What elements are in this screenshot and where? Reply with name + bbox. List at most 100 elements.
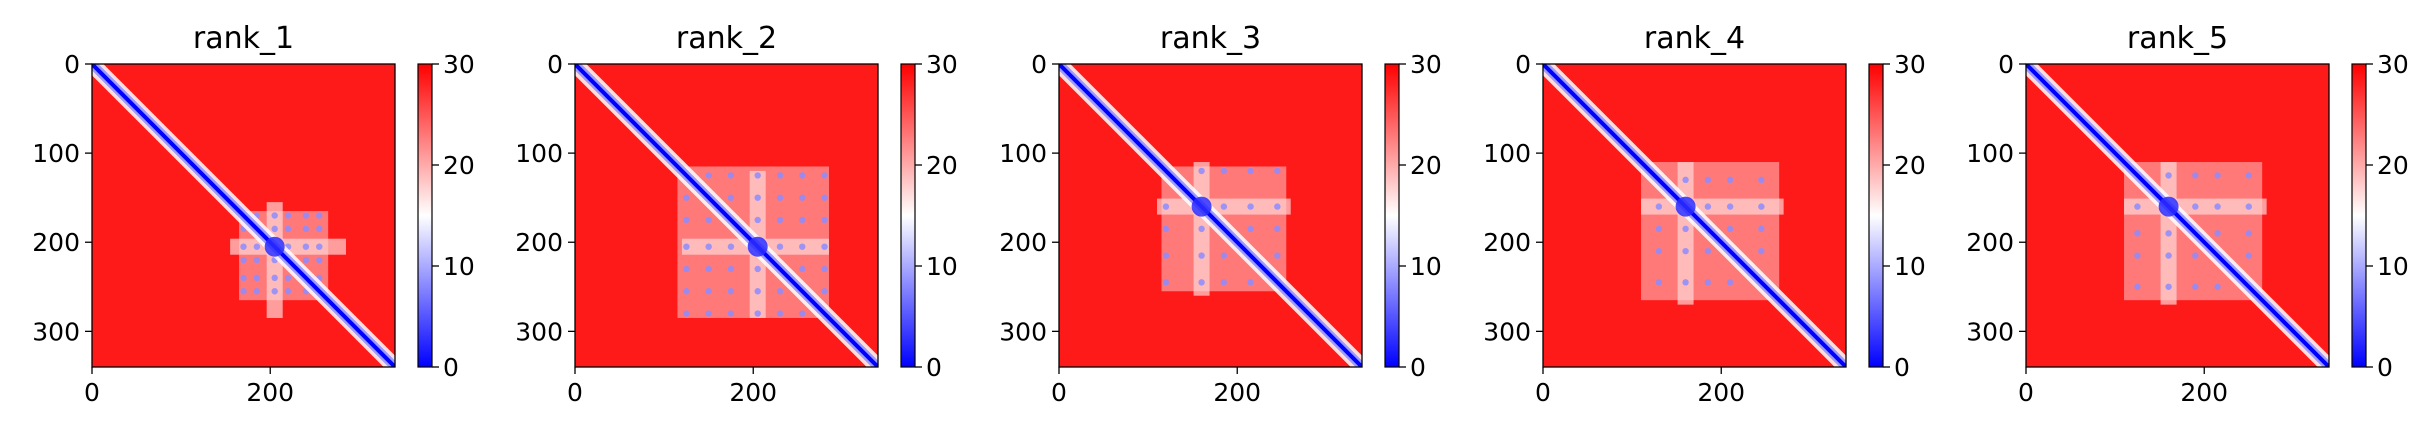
- y-tick-label: 100: [999, 139, 1047, 168]
- contact-spot: [705, 288, 712, 295]
- contact-spot: [2192, 203, 2199, 210]
- contact-spot: [754, 265, 761, 273]
- contact-spot: [1274, 167, 1281, 175]
- contact-spot: [2245, 172, 2252, 179]
- colorbar: [900, 63, 916, 368]
- colorbar-tick-label: 0: [1410, 353, 1426, 382]
- colorbar-tick-label: 20: [926, 151, 958, 180]
- contact-spot: [1682, 225, 1689, 233]
- contact-spot: [727, 243, 735, 250]
- contact-spot: [683, 216, 690, 224]
- contact-spot: [302, 225, 310, 233]
- contact-spot: [284, 225, 292, 233]
- contact-spot: [1726, 176, 1734, 184]
- colorbar: [417, 63, 433, 368]
- contact-spot: [302, 243, 310, 250]
- contact-spot: [1247, 225, 1254, 233]
- contact-spot: [821, 265, 828, 273]
- contact-spot: [316, 243, 323, 250]
- y-tick-label: 300: [32, 317, 80, 346]
- contact-spot: [2134, 283, 2141, 290]
- colorbar: [1868, 63, 1884, 368]
- colorbar-tick-label: 10: [443, 252, 475, 281]
- y-tick-label: 300: [515, 317, 563, 346]
- contact-spot: [1726, 279, 1734, 286]
- chart-title: rank_4: [1644, 21, 1745, 56]
- contact-spot: [2165, 283, 2172, 290]
- contact-hub: [2158, 196, 2179, 217]
- contact-spot: [683, 265, 690, 273]
- contact-spot: [821, 172, 828, 179]
- contact-spot: [1704, 176, 1712, 184]
- contact-spot: [799, 194, 806, 201]
- contact-spot: [2192, 283, 2199, 290]
- axes-frame: [91, 63, 396, 368]
- contact-spot: [2192, 172, 2199, 179]
- colorbar-tick-label: 20: [2377, 151, 2409, 180]
- contact-spot: [1220, 252, 1228, 259]
- x-tick-label: 200: [246, 378, 294, 407]
- contact-spot: [683, 288, 690, 295]
- colorbar-tick-label: 10: [2377, 252, 2409, 281]
- contact-spot: [2214, 230, 2221, 237]
- contact-spot: [240, 288, 247, 295]
- contact-spot: [776, 194, 784, 201]
- contact-spot: [727, 194, 735, 201]
- contact-spot: [1247, 203, 1254, 210]
- x-tick-label: 0: [2018, 378, 2034, 407]
- contact-spot: [253, 288, 261, 295]
- contact-spot: [253, 274, 261, 282]
- contact-hub: [1191, 196, 1212, 217]
- contact-spot: [1162, 279, 1170, 286]
- contact-spot: [705, 216, 712, 224]
- colorbar: [1384, 63, 1400, 368]
- contact-spot: [683, 310, 690, 317]
- contact-spot: [302, 212, 310, 219]
- colorbar-tick-label: 10: [1410, 252, 1442, 281]
- y-tick-label: 100: [515, 139, 563, 168]
- contact-spot: [1162, 225, 1170, 233]
- heatmap-image: [1059, 64, 1362, 367]
- x-tick-label: 200: [1213, 378, 1261, 407]
- y-tick-label: 0: [64, 50, 80, 79]
- chart-title: rank_5: [2127, 21, 2228, 56]
- contact-spot: [316, 225, 323, 233]
- y-tick-label: 300: [999, 317, 1047, 346]
- colorbar-tick-label: 30: [926, 50, 958, 79]
- y-tick-label: 300: [1483, 317, 1531, 346]
- x-tick-label: 200: [1697, 378, 1745, 407]
- contact-spot: [284, 288, 292, 295]
- y-tick-label: 0: [1515, 50, 1531, 79]
- colorbar-tick-label: 30: [1894, 50, 1926, 79]
- contact-spot: [727, 288, 735, 295]
- colorbar-tick-label: 10: [1894, 252, 1926, 281]
- contact-spot: [1274, 203, 1281, 210]
- contact-spot: [2214, 283, 2221, 290]
- axes-frame: [574, 63, 879, 368]
- contact-spot: [253, 256, 261, 264]
- contact-spot: [2165, 252, 2172, 259]
- chart-title: rank_1: [193, 21, 294, 56]
- y-tick-label: 300: [1966, 317, 2014, 346]
- contact-spot: [284, 212, 292, 219]
- y-tick-label: 200: [1966, 228, 2014, 257]
- contact-spot: [683, 243, 690, 250]
- contact-spot: [705, 310, 712, 317]
- contact-spot: [271, 288, 278, 295]
- contact-spot: [776, 310, 784, 317]
- contact-spot: [2245, 230, 2252, 237]
- contact-spot: [821, 243, 828, 250]
- contact-spot: [2134, 203, 2141, 210]
- diagonal-core: [2026, 64, 2329, 367]
- heatmap-image: [2026, 64, 2329, 367]
- contact-spot: [2192, 252, 2199, 259]
- colorbar-tick-label: 30: [1410, 50, 1442, 79]
- contact-spot: [2245, 252, 2252, 259]
- x-tick-label: 0: [1535, 378, 1551, 407]
- contact-spot: [1198, 167, 1205, 175]
- contact-spot: [821, 216, 828, 224]
- chart-title: rank_3: [1160, 21, 1261, 56]
- contact-spot: [2134, 252, 2141, 259]
- colorbar-tick-label: 0: [1894, 353, 1910, 382]
- contact-spot: [1247, 279, 1254, 286]
